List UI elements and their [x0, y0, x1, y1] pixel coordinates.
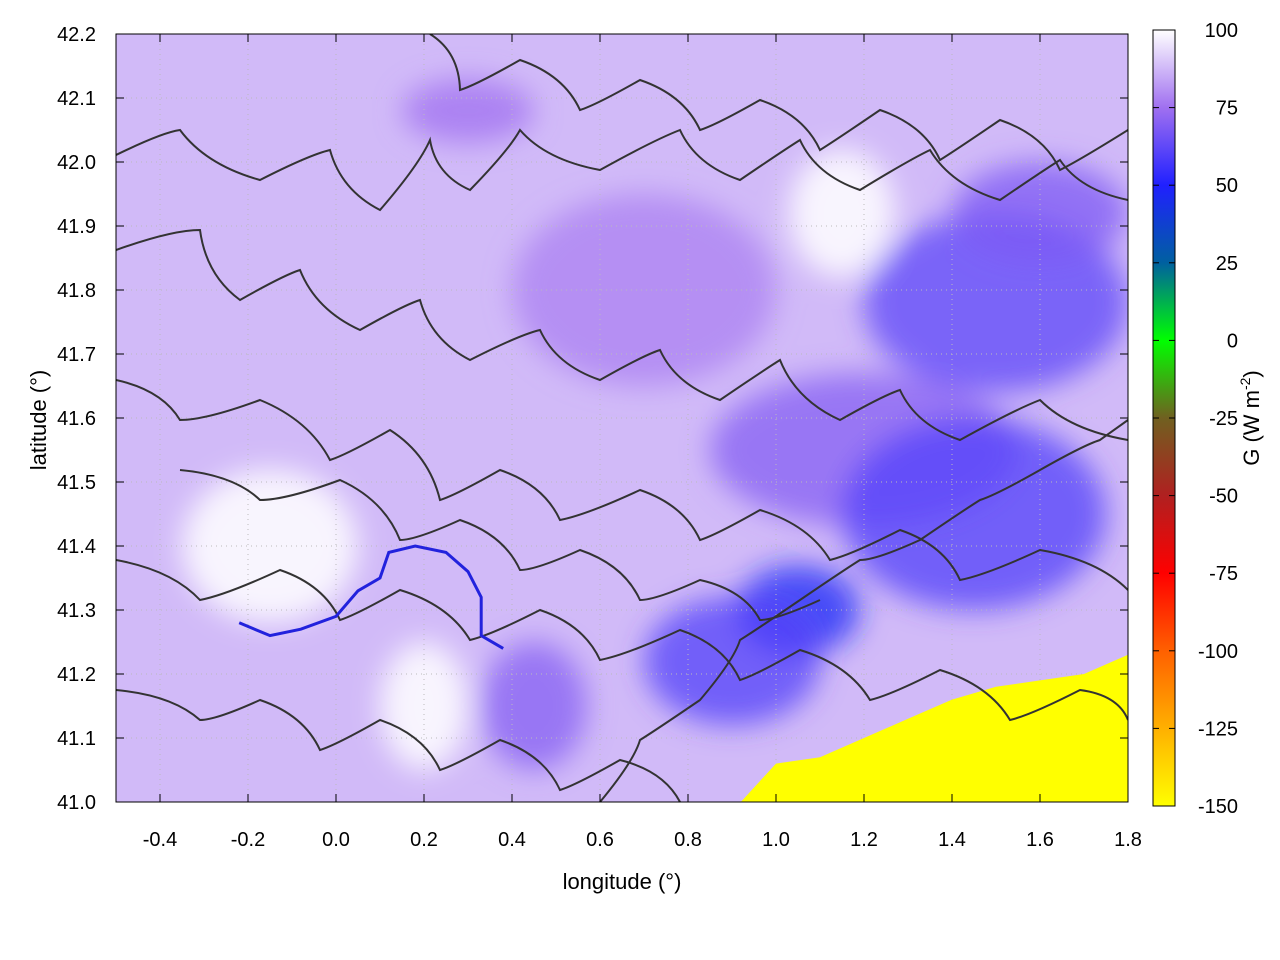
plot-area: [116, 34, 1128, 802]
contour-line: [116, 128, 1128, 212]
field-region-bright: [182, 469, 358, 623]
colorbar-tick-label: -125: [1198, 718, 1238, 740]
contour-line: [429, 34, 1128, 172]
x-tick-label: 1.0: [762, 829, 790, 851]
x-tick-label: 1.6: [1026, 829, 1054, 851]
x-tick-label: 1.8: [1114, 829, 1142, 851]
colorbar-axis: 100 75 50 25 0 -25 -50 -75 -100 -125 -150: [1153, 20, 1238, 818]
colorbar-tick-label: 50: [1216, 175, 1238, 197]
colorbar-tick-label: -100: [1198, 641, 1238, 663]
colorbar-tick-label: -75: [1209, 563, 1238, 585]
field-region-bright: [789, 149, 895, 278]
y-tick-label: 41.6: [57, 408, 96, 430]
y-tick-label: 41.9: [57, 216, 96, 238]
colorbar-tick-label: 100: [1205, 20, 1238, 42]
colorbar-tick-label: 25: [1216, 253, 1238, 275]
y-tick-label: 41.8: [57, 280, 96, 302]
x-tick-label: 0.4: [498, 829, 526, 851]
x-axis: -0.4 -0.2 0.0 0.2 0.4 0.6 0.8 1.0 1.2 1.4 1.6 1.8: [143, 34, 1142, 851]
field-region: [512, 194, 776, 386]
field-region: [481, 642, 587, 770]
y-tick-label: 42.2: [57, 24, 96, 46]
y-tick-label: 41.5: [57, 472, 96, 494]
field-region: [402, 78, 534, 143]
contour-line: [116, 228, 1128, 442]
field-region: [842, 418, 1106, 610]
colorbar-label: G (W m-2): [1237, 370, 1264, 466]
x-tick-label: 0.8: [674, 829, 702, 851]
y-tick-label: 42.0: [57, 152, 96, 174]
x-tick-label: -0.2: [231, 829, 265, 851]
y-axis-label: latitude (°): [26, 370, 51, 471]
colorbar-label-exponent: -2: [1237, 377, 1253, 390]
x-tick-label: 0.0: [322, 829, 350, 851]
contour-line: [599, 419, 1128, 802]
y-tick-label: 41.7: [57, 344, 96, 366]
terrain-contours: [116, 34, 1128, 802]
contour-line: [116, 379, 1128, 591]
y-tick-label: 41.0: [57, 792, 96, 814]
contour-line: [116, 559, 1128, 722]
x-tick-label: 0.2: [410, 829, 438, 851]
colorbar-tick-label: -25: [1209, 408, 1238, 430]
colorbar-label-close: ): [1239, 370, 1264, 377]
y-axis: 41.0 41.1 41.2 41.3 41.4 41.5 41.6 41.7 41.8 41.9…: [57, 24, 1128, 814]
colorbar-tick-label: -150: [1198, 796, 1238, 818]
colorbar-tick-label: 0: [1227, 330, 1238, 352]
x-tick-label: -0.4: [143, 829, 177, 851]
colorbar-tick-label: 75: [1216, 98, 1238, 120]
x-axis-label: longitude (°): [563, 869, 682, 894]
contour-line: [179, 469, 821, 622]
y-tick-label: 41.2: [57, 664, 96, 686]
colorbar-tick-label: -50: [1209, 486, 1238, 508]
field-region: [644, 597, 820, 726]
field-region: [952, 162, 1128, 265]
x-tick-label: 0.6: [586, 829, 614, 851]
y-tick-label: 41.4: [57, 536, 96, 558]
x-tick-label: 1.4: [938, 829, 966, 851]
sea-region: [740, 654, 1128, 802]
x-tick-label: 1.2: [850, 829, 878, 851]
y-tick-label: 41.3: [57, 600, 96, 622]
y-tick-label: 41.1: [57, 728, 96, 750]
field-region-bright: [380, 642, 468, 770]
colorbar-label-base: G (W m: [1239, 390, 1264, 466]
contour-line: [116, 689, 681, 802]
river-line: [238, 544, 504, 650]
y-tick-label: 42.1: [57, 88, 96, 110]
